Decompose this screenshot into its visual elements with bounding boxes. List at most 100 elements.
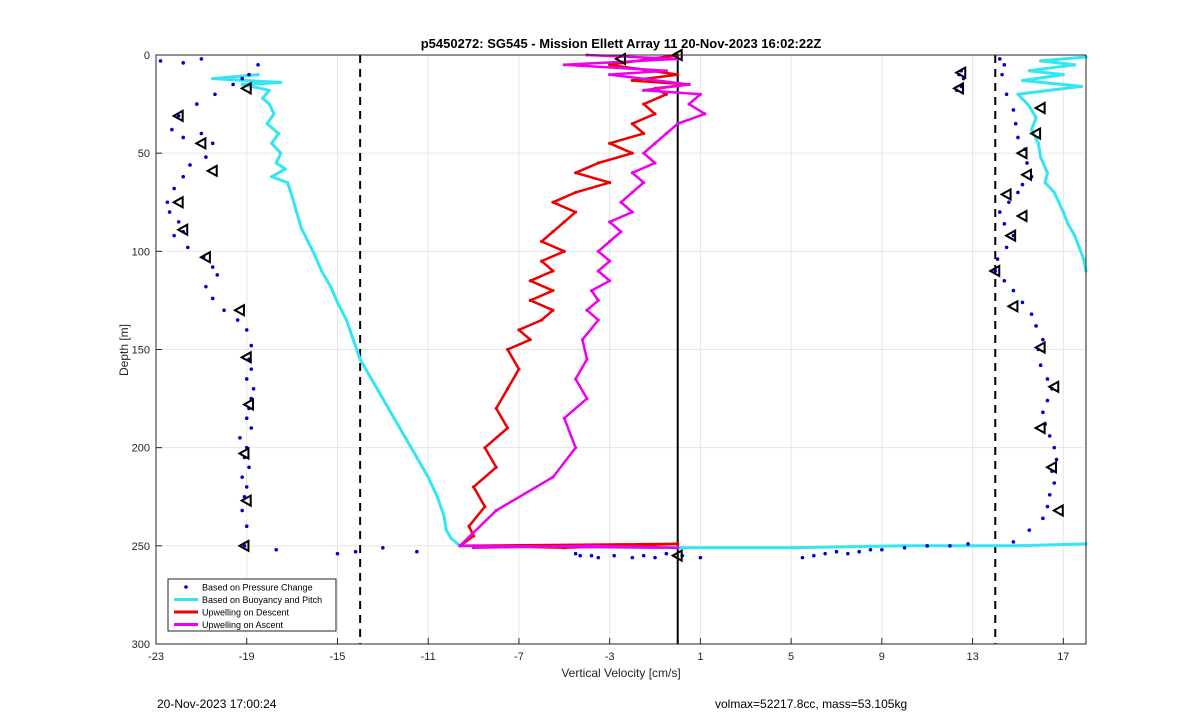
pressure-dot (222, 308, 226, 313)
x-tick-label: -19 (239, 651, 255, 663)
series-point-buoyancy (1052, 190, 1056, 195)
series-point-buoyancy (270, 141, 274, 145)
pressure-dot (612, 553, 616, 558)
series-point-buoyancy (1073, 63, 1077, 67)
y-tick-label: 300 (132, 639, 150, 651)
triangle-marker (237, 539, 250, 553)
series-point-ascent (596, 298, 600, 303)
series-point-ascent (687, 82, 691, 87)
pressure-dot (846, 551, 850, 556)
triangle-marker (1033, 340, 1046, 355)
pressure-dot (240, 76, 244, 81)
series-point-ascent (642, 181, 646, 185)
series-point-buoyancy (1061, 210, 1065, 214)
x-axis-label: Vertical Velocity [cm/s] (561, 666, 680, 680)
pressure-dot (244, 485, 249, 489)
x-tick-label: 13 (966, 651, 978, 663)
pressure-dot (1038, 363, 1043, 368)
pressure-dot (998, 210, 1002, 214)
pressure-dot (210, 141, 215, 146)
pressure-dot (880, 547, 884, 552)
triangle-marker (198, 250, 211, 264)
triangle-marker (1006, 299, 1019, 314)
series-point-ascent (596, 269, 600, 273)
pressure-dot (195, 102, 199, 106)
pressure-dot (172, 233, 176, 238)
series-point-descent (630, 151, 634, 155)
series-point-ascent (676, 546, 680, 550)
pressure-dot (1041, 410, 1045, 415)
series-point-descent (540, 259, 544, 263)
series-point-descent (540, 239, 544, 244)
series-point-descent (540, 318, 544, 322)
series-point-ascent (562, 416, 566, 420)
series-point-ascent (589, 289, 594, 293)
pressure-dot (213, 92, 217, 97)
pressure-dot (1020, 182, 1025, 187)
series-line-buoyancy (211, 73, 461, 547)
pressure-dot (1020, 300, 1025, 305)
series-point-descent (574, 171, 578, 175)
series-point-descent (574, 210, 578, 214)
pressure-dot (185, 245, 190, 250)
pressure-dot (353, 549, 358, 554)
series-point-ascent (676, 122, 680, 126)
series-point-buoyancy (299, 226, 303, 230)
series-point-descent (505, 347, 510, 352)
series-point-buoyancy (1027, 104, 1031, 108)
x-tick-label: 5 (788, 651, 794, 663)
x-tick-label: 1 (697, 651, 703, 663)
pressure-dot (1002, 63, 1007, 67)
series-point-ascent (664, 131, 668, 136)
axis-ticks: -23 -19 -15 -11 -7 -3 1 5 9 13 17 0 50 100 150 200 250 30… (132, 50, 1070, 663)
pressure-dot (247, 465, 251, 470)
series-point-descent (528, 279, 532, 283)
series-point-ascent (608, 279, 612, 283)
series-line-descent (459, 53, 691, 547)
triangle-marker (194, 136, 207, 151)
triangle-marker (1004, 228, 1017, 243)
series-point-ascent (653, 141, 657, 145)
pressure-dot (857, 549, 861, 554)
pressure-dot (231, 82, 235, 87)
triangle-marker (205, 164, 218, 178)
series-point-buoyancy (1034, 116, 1038, 120)
x-tick-label: -23 (148, 651, 164, 663)
triangle-marker (171, 195, 184, 209)
series-point-descent (596, 161, 600, 165)
pressure-dot (1011, 540, 1016, 544)
series-point-ascent (703, 112, 707, 116)
series-ascent (458, 53, 707, 550)
series-point-buoyancy (265, 122, 269, 126)
series-point-ascent (551, 475, 555, 479)
series-point-ascent (642, 151, 646, 155)
series-point-descent (562, 249, 566, 253)
series-point-descent (630, 122, 634, 126)
series-point-buoyancy (261, 96, 265, 100)
triangle-marker (1015, 209, 1028, 223)
pressure-dot (664, 551, 669, 556)
series-point-buoyancy (272, 112, 276, 116)
triangle-marker (613, 52, 626, 66)
pressure-dot (249, 426, 254, 430)
pressure-dot (902, 545, 907, 550)
pressure-dot (176, 114, 181, 118)
y-axis-label: Depth [m] (117, 324, 131, 376)
series-point-buoyancy (211, 76, 215, 81)
pressure-dot (167, 210, 172, 214)
pressure-dot (204, 155, 208, 159)
pressure-dot (181, 174, 186, 179)
legend: Based on Pressure Change Based on Buoyanc… (167, 578, 337, 632)
legend-label: Upwelling on Descent (202, 608, 290, 618)
series-point-buoyancy (267, 88, 272, 92)
series-point-descent (494, 465, 498, 469)
pressure-dot (240, 508, 244, 513)
series-point-descent (551, 308, 555, 312)
triangle-marker (1044, 460, 1057, 474)
series-point-buoyancy (285, 181, 290, 185)
pressure-dot (1027, 528, 1032, 532)
pressure-dot (1052, 481, 1057, 485)
pressure-dot (181, 135, 186, 140)
pressure-dot (1025, 161, 1029, 165)
series-point-ascent (580, 338, 585, 342)
